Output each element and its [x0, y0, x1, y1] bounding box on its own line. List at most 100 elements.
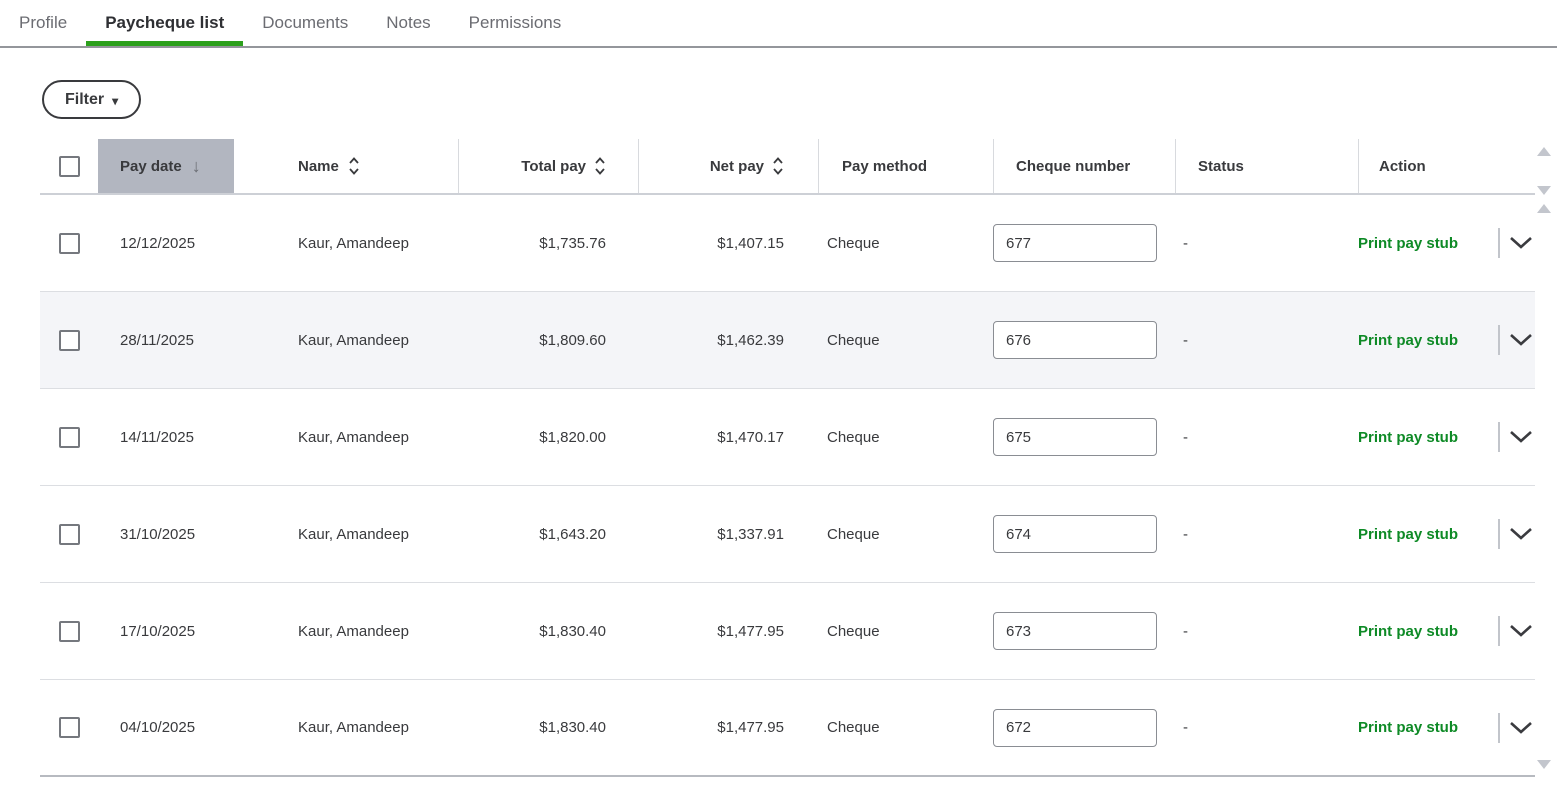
total-pay-cell: $1,830.40 [539, 719, 606, 736]
status-cell: - [1183, 428, 1188, 446]
cheque-number-input[interactable] [993, 515, 1157, 553]
total-pay-cell: $1,820.00 [539, 428, 606, 446]
sort-both-icon [773, 157, 783, 175]
row-checkbox[interactable] [58, 717, 80, 738]
action-divider [1498, 616, 1500, 646]
table-row: 14/11/2025 Kaur, Amandeep $1,820.00 $1,4… [40, 389, 1535, 486]
header-total-pay[interactable]: Total pay [458, 139, 638, 193]
table-row: 12/12/2025 Kaur, Amandeep $1,735.76 $1,4… [40, 195, 1535, 292]
cheque-number-input[interactable] [993, 321, 1157, 359]
pay-date-cell: 12/12/2025 [120, 234, 196, 252]
action-divider [1498, 422, 1500, 452]
pay-date-cell: 04/10/2025 [120, 719, 196, 736]
name-cell: Kaur, Amandeep [298, 331, 409, 349]
header-name[interactable]: Name [234, 139, 458, 193]
print-pay-stub-link[interactable]: Print pay stub [1358, 428, 1459, 446]
chevron-down-icon[interactable] [1509, 527, 1533, 541]
name-cell: Kaur, Amandeep [298, 622, 409, 640]
action-divider [1498, 519, 1500, 549]
tab-permissions[interactable]: Permissions [468, 13, 562, 32]
select-all-checkbox[interactable] [58, 155, 80, 177]
cheque-number-input[interactable] [993, 612, 1157, 650]
tab-bar: Profile Paycheque list Documents Notes P… [0, 0, 1557, 48]
name-cell: Kaur, Amandeep [298, 428, 409, 446]
pay-method-cell: Cheque [827, 525, 880, 543]
row-checkbox[interactable] [58, 426, 80, 448]
pay-method-cell: Cheque [827, 428, 880, 446]
table-header-row: Pay date ↓ Name Total pay Net pay Pay me… [40, 139, 1535, 195]
scroll-up-icon[interactable] [1537, 147, 1551, 156]
row-checkbox[interactable] [58, 523, 80, 545]
pay-date-cell: 17/10/2025 [120, 622, 196, 640]
filter-button[interactable]: Filter ▾ [42, 80, 142, 119]
pay-method-cell: Cheque [827, 622, 880, 640]
table-row: 31/10/2025 Kaur, Amandeep $1,643.20 $1,3… [40, 486, 1535, 583]
total-pay-cell: $1,830.40 [539, 622, 606, 640]
row-checkbox[interactable] [58, 329, 80, 351]
pay-date-cell: 14/11/2025 [120, 428, 194, 446]
print-pay-stub-link[interactable]: Print pay stub [1358, 525, 1459, 543]
sort-descending-icon: ↓ [191, 156, 201, 176]
tab-documents[interactable]: Documents [262, 13, 349, 32]
action-divider [1498, 325, 1500, 355]
total-pay-cell: $1,809.60 [539, 331, 606, 349]
name-cell: Kaur, Amandeep [298, 525, 409, 543]
net-pay-cell: $1,477.95 [717, 622, 784, 640]
print-pay-stub-link[interactable]: Print pay stub [1358, 234, 1459, 252]
chevron-down-icon[interactable] [1509, 721, 1533, 735]
net-pay-cell: $1,470.17 [717, 428, 784, 446]
pay-date-cell: 28/11/2025 [120, 331, 194, 349]
pay-method-cell: Cheque [827, 234, 880, 252]
net-pay-cell: $1,407.15 [717, 234, 784, 252]
table-row: 17/10/2025 Kaur, Amandeep $1,830.40 $1,4… [40, 583, 1535, 680]
row-checkbox[interactable] [58, 620, 80, 642]
table-row: 28/11/2025 Kaur, Amandeep $1,809.60 $1,4… [40, 292, 1535, 389]
pay-date-cell: 31/10/2025 [120, 525, 196, 543]
pay-method-cell: Cheque [827, 331, 880, 349]
header-action: Action [1358, 139, 1535, 193]
pay-method-cell: Cheque [827, 719, 880, 736]
table-row: 04/10/2025 Kaur, Amandeep $1,830.40 $1,4… [40, 680, 1535, 777]
total-pay-cell: $1,643.20 [539, 525, 606, 543]
tab-notes[interactable]: Notes [386, 13, 431, 32]
name-cell: Kaur, Amandeep [298, 719, 409, 736]
cheque-number-input[interactable] [993, 708, 1157, 747]
sort-both-icon [349, 157, 359, 175]
action-divider [1498, 228, 1500, 258]
print-pay-stub-link[interactable]: Print pay stub [1358, 331, 1459, 349]
caret-down-icon: ▾ [112, 93, 119, 108]
net-pay-cell: $1,477.95 [717, 719, 784, 736]
scroll-down-icon[interactable] [1537, 186, 1551, 195]
tab-profile[interactable]: Profile [19, 13, 68, 32]
header-pay-method: Pay method [818, 139, 993, 193]
active-tab-underline [86, 41, 244, 46]
paycheque-table: Pay date ↓ Name Total pay Net pay Pay me… [40, 139, 1535, 777]
print-pay-stub-link[interactable]: Print pay stub [1358, 622, 1459, 640]
status-cell: - [1183, 525, 1188, 543]
cheque-number-input[interactable] [993, 224, 1157, 262]
name-cell: Kaur, Amandeep [298, 234, 409, 252]
action-divider [1498, 712, 1500, 743]
chevron-down-icon[interactable] [1509, 236, 1533, 250]
status-cell: - [1183, 622, 1188, 640]
chevron-down-icon[interactable] [1509, 624, 1533, 638]
filter-button-label: Filter [65, 90, 105, 108]
chevron-down-icon[interactable] [1509, 333, 1533, 347]
total-pay-cell: $1,735.76 [539, 234, 606, 252]
scroll-down-icon[interactable] [1537, 760, 1551, 769]
net-pay-cell: $1,462.39 [717, 331, 784, 349]
header-cheque-number: Cheque number [993, 139, 1175, 193]
status-cell: - [1183, 234, 1188, 252]
tab-paycheque-list[interactable]: Paycheque list [86, 0, 244, 46]
row-checkbox[interactable] [58, 232, 80, 254]
chevron-down-icon[interactable] [1509, 430, 1533, 444]
print-pay-stub-link[interactable]: Print pay stub [1358, 719, 1459, 736]
status-cell: - [1183, 719, 1188, 736]
scroll-up-icon[interactable] [1537, 204, 1551, 213]
cheque-number-input[interactable] [993, 418, 1157, 456]
header-net-pay[interactable]: Net pay [638, 139, 818, 193]
header-status: Status [1175, 139, 1358, 193]
net-pay-cell: $1,337.91 [717, 525, 784, 543]
header-pay-date[interactable]: Pay date ↓ [98, 139, 234, 193]
